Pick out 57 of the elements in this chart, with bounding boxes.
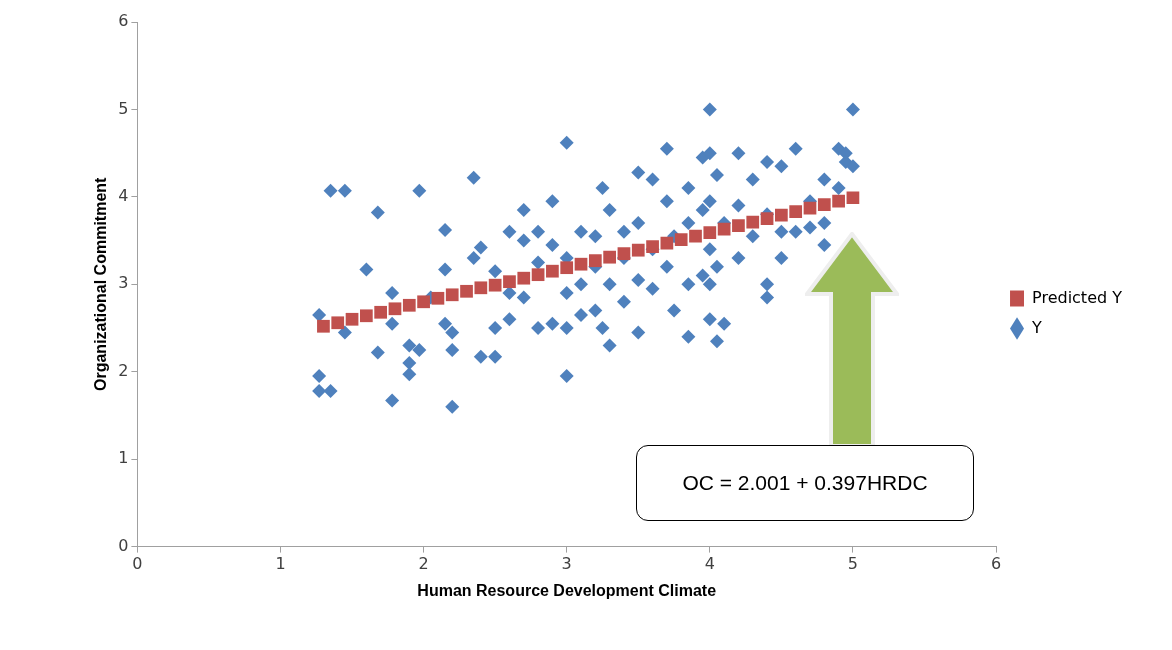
y-tick-label: 3 bbox=[118, 273, 129, 293]
y-axis-title: Organizational Commitment bbox=[92, 176, 110, 391]
x-tick-label: 6 bbox=[990, 554, 1002, 574]
x-tick-label: 2 bbox=[418, 554, 429, 574]
point bbox=[560, 261, 574, 275]
point bbox=[574, 257, 588, 271]
point bbox=[317, 319, 330, 333]
point bbox=[460, 284, 473, 298]
point bbox=[503, 275, 516, 289]
point bbox=[588, 254, 602, 268]
point bbox=[746, 215, 760, 229]
point bbox=[331, 316, 345, 330]
y-tick-label: 5 bbox=[118, 98, 129, 118]
point bbox=[689, 229, 702, 243]
callout-box: OC = 2.001 + 0.397HRDC bbox=[636, 445, 974, 521]
y-tick-label: 4 bbox=[118, 186, 129, 206]
point bbox=[717, 222, 731, 236]
point bbox=[617, 247, 631, 261]
x-tick-label: 0 bbox=[132, 554, 143, 574]
x-tick-label: 5 bbox=[847, 554, 859, 574]
point bbox=[817, 198, 831, 212]
point bbox=[546, 264, 559, 278]
y-tick-label: 0 bbox=[118, 535, 129, 555]
point bbox=[703, 226, 717, 240]
point bbox=[803, 201, 817, 215]
annotation: OC = 2.001 + 0.397HRDC bbox=[682, 471, 928, 495]
point bbox=[388, 302, 402, 316]
y-tick-label: 6 bbox=[118, 11, 129, 31]
point bbox=[775, 208, 788, 222]
point bbox=[474, 281, 488, 295]
point bbox=[488, 278, 502, 292]
point bbox=[660, 236, 674, 250]
point bbox=[603, 250, 616, 264]
x-tick-label: 4 bbox=[704, 554, 715, 574]
point bbox=[431, 291, 445, 305]
point bbox=[517, 271, 531, 285]
point bbox=[674, 233, 688, 247]
legend-label: Predicted Y bbox=[1032, 287, 1123, 307]
point bbox=[402, 298, 416, 312]
point bbox=[760, 212, 774, 226]
point bbox=[345, 312, 359, 326]
point bbox=[417, 295, 430, 309]
x-axis-title: Human Resource Development Climate bbox=[417, 581, 717, 599]
y-tick-label: 2 bbox=[118, 360, 129, 380]
point bbox=[789, 205, 803, 219]
point bbox=[445, 288, 459, 302]
point bbox=[732, 219, 745, 233]
legend-label: Y bbox=[1031, 317, 1043, 337]
point bbox=[531, 268, 545, 282]
x-tick-label: 1 bbox=[275, 554, 286, 574]
point bbox=[359, 309, 373, 323]
y-tick-label: 1 bbox=[118, 448, 129, 468]
point bbox=[832, 194, 845, 208]
point bbox=[631, 243, 645, 257]
x-tick-label: 3 bbox=[561, 554, 572, 574]
point bbox=[846, 191, 860, 205]
point bbox=[374, 305, 388, 319]
